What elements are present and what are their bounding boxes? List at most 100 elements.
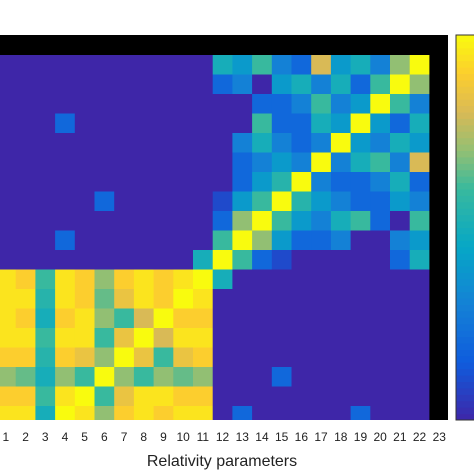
cell (15, 93, 36, 114)
missing-cell (35, 35, 56, 55)
cell (35, 249, 56, 270)
cell (409, 269, 430, 289)
cell (0, 54, 17, 75)
cell (390, 366, 411, 387)
colorbar-segment (456, 336, 474, 344)
cell (232, 210, 253, 231)
cell (15, 405, 36, 420)
colorbar-segment (456, 79, 474, 87)
cell (193, 366, 214, 387)
cell (153, 171, 174, 192)
cell (94, 386, 115, 406)
cell (271, 249, 292, 270)
x-tick-label: 20 (373, 430, 387, 444)
cell (390, 191, 411, 211)
cell (390, 171, 411, 192)
cell (55, 249, 76, 270)
cell (74, 54, 95, 75)
cell (133, 132, 155, 153)
cell (390, 152, 411, 172)
cell (173, 366, 194, 387)
cell (133, 54, 155, 75)
cell (133, 405, 155, 420)
cell (370, 191, 391, 211)
cell (409, 308, 430, 328)
cell (193, 132, 214, 153)
cell (94, 269, 115, 289)
colorbar-segment (456, 349, 474, 357)
x-tick-label: 17 (314, 430, 328, 444)
cell (311, 93, 332, 114)
cell (133, 327, 155, 348)
cell (193, 210, 214, 231)
missing-cell (429, 445, 449, 465)
cell (0, 464, 16, 474)
cell (390, 308, 411, 328)
cell (370, 288, 391, 309)
missing-cell (252, 35, 273, 55)
cell (291, 210, 312, 231)
colorbar-segment (456, 35, 474, 42)
missing-cell (429, 152, 448, 172)
cell (370, 113, 391, 133)
cell (173, 191, 194, 211)
missing-cell (429, 54, 448, 75)
cell (55, 347, 76, 367)
cell (173, 249, 194, 270)
missing-cell (429, 347, 448, 367)
cell (212, 288, 233, 309)
cell (35, 132, 56, 153)
missing-cell (429, 249, 448, 270)
cell (35, 464, 55, 474)
missing-cell (193, 35, 214, 55)
cell (193, 249, 214, 270)
cell (311, 191, 332, 211)
x-tick-label: 5 (81, 430, 88, 444)
missing-cell (291, 35, 312, 55)
cell (311, 288, 332, 309)
cell (0, 347, 17, 367)
cell (390, 54, 411, 75)
cell (193, 113, 214, 133)
cell (153, 249, 174, 270)
cell (153, 210, 174, 231)
cell (291, 93, 312, 114)
cell (16, 445, 36, 465)
cell (74, 327, 95, 348)
colorbar-segment (456, 291, 474, 299)
cell (35, 113, 56, 133)
colorbar (455, 34, 474, 421)
cell (252, 54, 273, 75)
cell (133, 191, 155, 211)
cell (291, 308, 312, 328)
cell (173, 347, 194, 367)
cell (193, 405, 214, 420)
cell (35, 445, 55, 465)
cell (390, 249, 411, 270)
missing-cell (173, 35, 194, 55)
cell (232, 54, 253, 75)
colorbar-segment (456, 144, 474, 151)
cell (252, 405, 273, 420)
x-tick-label: 19 (354, 430, 368, 444)
cell (114, 152, 135, 172)
colorbar-segment (456, 323, 474, 331)
cell (330, 132, 352, 153)
x-tick-label: 14 (255, 430, 269, 444)
cell (35, 386, 56, 406)
cell (74, 74, 95, 94)
colorbar-segment (456, 189, 474, 196)
colorbar-segment (456, 163, 474, 171)
cell (55, 74, 76, 94)
cell (271, 366, 292, 387)
missing-cell (409, 35, 430, 55)
cell (232, 347, 253, 367)
colorbar-segment (456, 54, 474, 62)
x-axis-label: Relativity parameters (147, 453, 297, 470)
cell (133, 93, 155, 114)
cell (271, 191, 292, 211)
cell (370, 327, 391, 348)
cell (390, 132, 411, 153)
cell (114, 288, 135, 309)
colorbar-segment (456, 278, 474, 286)
